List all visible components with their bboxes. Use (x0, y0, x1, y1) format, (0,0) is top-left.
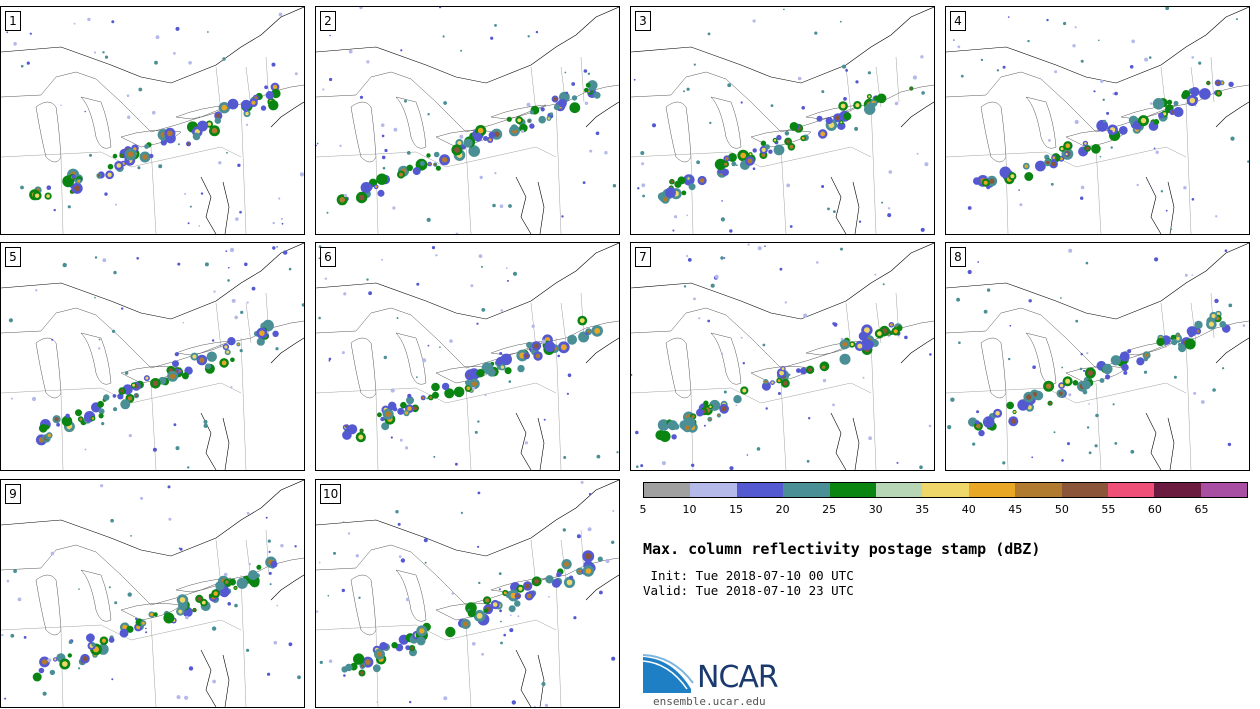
radar-map (316, 480, 619, 707)
colorbar-tick-label: 40 (961, 503, 976, 516)
colorbar-segment (1154, 483, 1201, 497)
member-number-label: 4 (950, 11, 966, 31)
radar-map (1, 243, 304, 470)
member-panel-4: 4 (945, 6, 1250, 235)
colorbar-tick-label: 35 (915, 503, 930, 516)
member-panel-7: 7 (630, 242, 935, 471)
radar-map (631, 7, 934, 234)
colorbar-tick-label: 10 (682, 503, 697, 516)
member-panel-9: 9 (0, 479, 305, 708)
colorbar-segment (1061, 483, 1108, 497)
colorbar-tick-label: 15 (729, 503, 744, 516)
radar-map (946, 7, 1249, 234)
member-panel-1: 1 (0, 6, 305, 235)
colorbar-tick-label: 65 (1194, 503, 1209, 516)
chart-title: Max. column reflectivity postage stamp (… (643, 540, 1041, 558)
radar-map (316, 243, 619, 470)
colorbar-tick-label: 55 (1101, 503, 1116, 516)
member-number-label: 7 (635, 247, 651, 267)
radar-map (316, 7, 619, 234)
member-number-label: 9 (5, 484, 21, 504)
ncar-logo-icon (643, 654, 694, 693)
member-panel-2: 2 (315, 6, 620, 235)
colorbar-ticks: 5 10 15 20 25 30 35 40 45 50 55 60 65 (639, 503, 1248, 517)
colorbar-segment (736, 483, 784, 497)
member-panel-6: 6 (315, 242, 620, 471)
colorbar-segment (1107, 483, 1155, 497)
colorbar-segment (644, 483, 691, 497)
colorbar-tick-label: 30 (868, 503, 883, 516)
reflectivity-colorbar (643, 482, 1248, 498)
radar-map (946, 243, 1249, 470)
radar-map (631, 243, 934, 470)
member-number-label: 3 (635, 11, 651, 31)
colorbar-segment (875, 483, 923, 497)
colorbar-tick-label: 45 (1008, 503, 1023, 516)
colorbar-tick-label: 25 (822, 503, 837, 516)
member-number-label: 6 (320, 247, 336, 267)
member-panel-8: 8 (945, 242, 1250, 471)
colorbar-segment (1200, 483, 1248, 497)
logo-text: NCAR (697, 660, 779, 695)
valid-time: Valid: Tue 2018-07-10 23 UTC (643, 583, 854, 598)
colorbar-tick-label: 20 (775, 503, 790, 516)
colorbar-segment (922, 483, 969, 497)
colorbar-segment (783, 483, 830, 497)
radar-map (1, 7, 304, 234)
member-panel-3: 3 (630, 6, 935, 235)
colorbar-segment (1015, 483, 1062, 497)
member-panel-5: 5 (0, 242, 305, 471)
colorbar-tick-label: 60 (1147, 503, 1162, 516)
colorbar-segment (829, 483, 876, 497)
colorbar-tick-label: 50 (1054, 503, 1069, 516)
colorbar-segment (690, 483, 737, 497)
colorbar-tick-label: 5 (639, 503, 647, 516)
member-number-label: 8 (950, 247, 966, 267)
member-number-label: 5 (5, 247, 21, 267)
member-number-label: 1 (5, 11, 21, 31)
init-time: Init: Tue 2018-07-10 00 UTC (643, 568, 854, 583)
member-number-label: 2 (320, 11, 336, 31)
logo-url: ensemble.ucar.edu (653, 695, 766, 708)
member-panel-10: 10 (315, 479, 620, 708)
colorbar-segment (968, 483, 1016, 497)
member-number-label: 10 (320, 484, 342, 504)
radar-map (1, 480, 304, 707)
